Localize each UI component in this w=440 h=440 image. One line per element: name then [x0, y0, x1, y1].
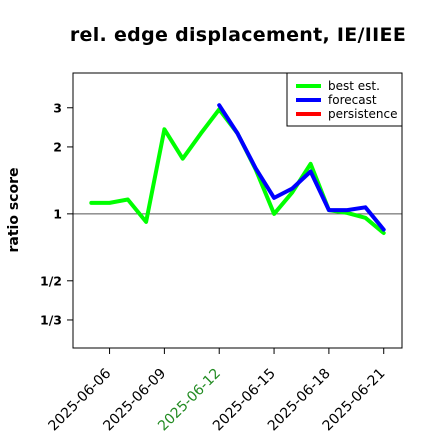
y-tick-label: 3	[53, 100, 62, 115]
y-axis: 3 2 1 1/2 1/3	[40, 100, 73, 327]
series-line-best-est	[89, 107, 386, 235]
series-layer	[89, 103, 386, 235]
series-line-forecast	[217, 103, 386, 232]
legend-label: persistence	[328, 107, 397, 121]
y-tick-label: 1/3	[40, 312, 62, 327]
y-tick-label: 2	[53, 139, 62, 154]
chart-title: rel. edge displacement, IE/IIEE	[69, 24, 407, 46]
y-tick-label: 1	[53, 206, 62, 221]
legend-label: best est.	[328, 79, 380, 93]
y-axis-label: ratio score	[6, 168, 22, 253]
x-axis: 2025-06-062025-06-092025-06-122025-06-15…	[46, 348, 389, 434]
legend-label: forecast	[328, 93, 377, 107]
plot-frame	[72, 72, 403, 349]
y-tick-label: 1/2	[40, 273, 62, 288]
